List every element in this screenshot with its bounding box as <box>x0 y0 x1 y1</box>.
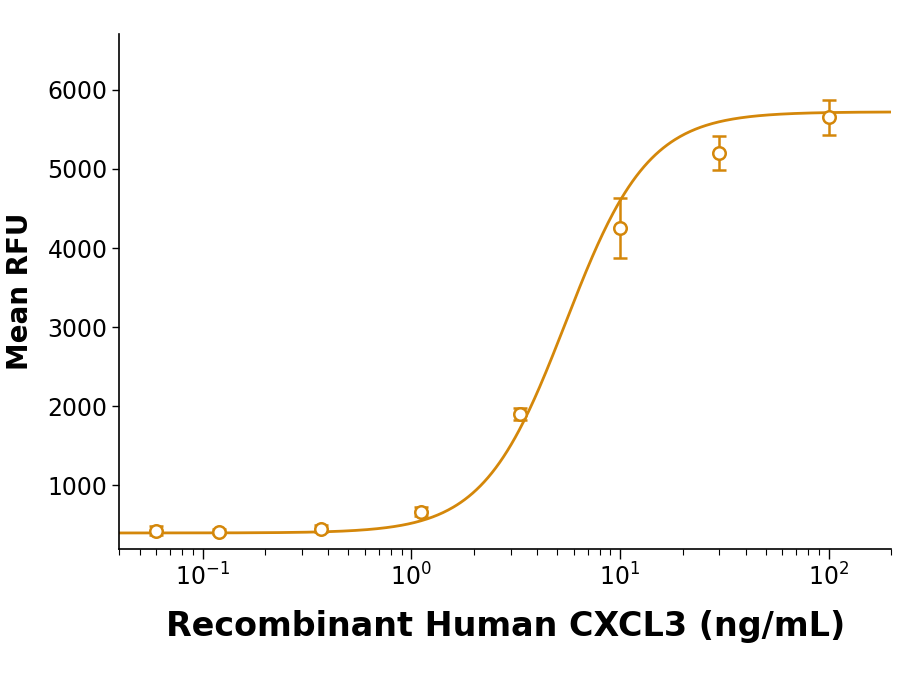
X-axis label: Recombinant Human CXCL3 (ng/mL): Recombinant Human CXCL3 (ng/mL) <box>165 610 845 643</box>
Y-axis label: Mean RFU: Mean RFU <box>6 213 33 370</box>
